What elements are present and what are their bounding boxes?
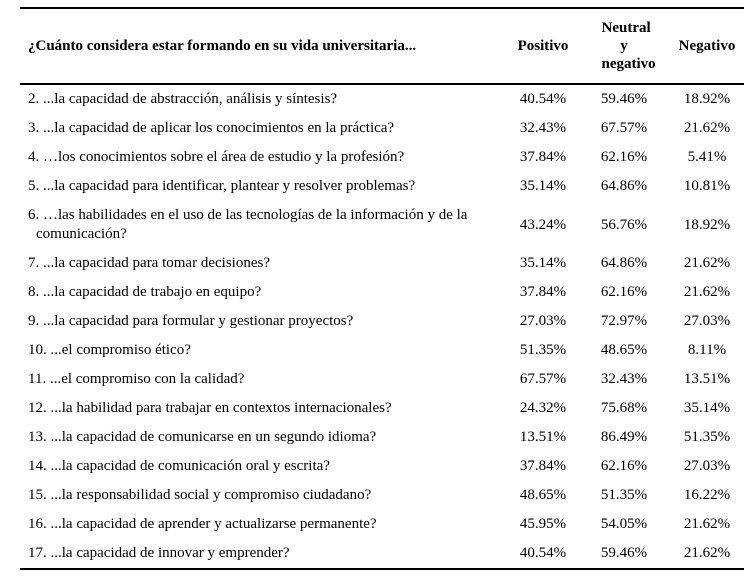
neutral-value-cell: 51.35%: [600, 487, 648, 503]
table-row: 15. ...la responsabilidad social y compr…: [20, 481, 744, 510]
question-cell: 7. ...la capacidad para tomar decisiones…: [28, 255, 270, 271]
neutral-value-cell: 56.76%: [600, 216, 648, 233]
neutral-value-cell: 72.97%: [600, 313, 648, 329]
positivo-value-cell: 35.14%: [519, 178, 567, 194]
table-row: 9. ...la capacidad para formular y gesti…: [20, 307, 744, 336]
header-col-neutral-label: Neutral y negativo: [601, 20, 656, 72]
question-cell: 8. ...la capacidad de trabajo en equipo?: [28, 284, 262, 300]
positivo-value-cell: 40.54%: [519, 91, 567, 107]
table-row: 14. ...la capacidad de comunicación oral…: [20, 452, 744, 481]
table-row: 17. ...la capacidad de innovar y emprend…: [20, 539, 744, 569]
table-row: 8. ...la capacidad de trabajo en equipo?…: [20, 278, 744, 307]
header-row: ¿Cuánto considera estar formando en su v…: [20, 8, 744, 84]
neutral-value-cell: 62.16%: [600, 284, 648, 300]
negativo-value-cell: 8.11%: [687, 342, 727, 358]
negativo-value-cell: 21.62%: [683, 255, 731, 271]
neutral-value-cell: 64.86%: [600, 178, 648, 194]
neutral-value-cell: 75.68%: [600, 400, 648, 416]
positivo-value-cell: 35.14%: [519, 255, 567, 271]
question-cell: 16. ...la capacidad de aprender y actual…: [28, 516, 377, 532]
positivo-value-cell: 67.57%: [519, 371, 567, 387]
table-row: 10. ...el compromiso ético? 51.35% 48.65% 8…: [20, 336, 744, 365]
question-cell: 11. ...el compromiso con la calidad?: [28, 371, 245, 387]
table-row: 16. ...la capacidad de aprender y actual…: [20, 510, 744, 539]
table-row: 12. ...la habilidad para trabajar en con…: [20, 394, 744, 423]
neutral-value-cell: 59.46%: [600, 545, 648, 561]
header-question: ¿Cuánto considera estar formando en su v…: [28, 38, 417, 54]
header-col-neutral-y-negativo: Neutral y negativo: [582, 8, 666, 84]
negativo-value-cell: 16.22%: [683, 487, 731, 503]
table-row: 7. ...la capacidad para tomar decisiones…: [20, 249, 744, 278]
header-col-positivo: Positivo: [517, 38, 569, 54]
neutral-value-cell: 62.16%: [600, 149, 648, 165]
negativo-value-cell: 18.92%: [683, 216, 731, 233]
question-cell: 4. …los conocimientos sobre el área de e…: [28, 149, 405, 165]
negativo-value-cell: 21.62%: [683, 284, 731, 300]
neutral-value-cell: 86.49%: [600, 429, 648, 445]
negativo-value-cell: 27.03%: [683, 313, 731, 329]
positivo-value-cell: 27.03%: [519, 313, 567, 329]
neutral-value-cell: 62.16%: [600, 458, 648, 474]
positivo-value-cell: 37.84%: [519, 458, 567, 474]
table-row: 11. ...el compromiso con la calidad? 67.5…: [20, 365, 744, 394]
positivo-value-cell: 48.65%: [519, 487, 567, 503]
question-cell: 10. ...el compromiso ético?: [28, 342, 191, 358]
negativo-value-cell: 21.62%: [683, 545, 731, 561]
negativo-value-cell: 51.35%: [683, 429, 731, 445]
negativo-value-cell: 5.41%: [687, 149, 727, 165]
question-cell: 17. ...la capacidad de innovar y emprend…: [28, 545, 290, 561]
negativo-value-cell: 18.92%: [683, 91, 731, 107]
table-row: 4. …los conocimientos sobre el área de e…: [20, 143, 744, 172]
table-row: 2. ...la capacidad de abstracción, análi…: [20, 84, 744, 114]
header-col-negativo: Negativo: [678, 38, 736, 54]
question-cell: 12. ...la habilidad para trabajar en con…: [28, 400, 392, 416]
negativo-value-cell: 10.81%: [683, 178, 731, 194]
negativo-value-cell: 27.03%: [683, 458, 731, 474]
positivo-value-cell: 45.95%: [519, 516, 567, 532]
negativo-value-cell: 21.62%: [683, 516, 731, 532]
positivo-value-cell: 13.51%: [519, 429, 567, 445]
question-cell: 13. ...la capacidad de comunicarse en un…: [28, 429, 377, 445]
neutral-value-cell: 64.86%: [600, 255, 648, 271]
neutral-value-cell: 48.65%: [600, 342, 648, 358]
question-cell: 15. ...la responsabilidad social y compr…: [28, 487, 372, 503]
positivo-value-cell: 40.54%: [519, 545, 567, 561]
positivo-value-cell: 37.84%: [519, 284, 567, 300]
question-cell: 6. …las habilidades en el uso de las tec…: [28, 207, 468, 242]
question-cell: 2. ...la capacidad de abstracción, análi…: [28, 91, 338, 107]
neutral-value-cell: 67.57%: [600, 120, 648, 136]
survey-results-table: ¿Cuánto considera estar formando en su v…: [20, 7, 744, 570]
positivo-value-cell: 37.84%: [519, 149, 567, 165]
question-cell: 3. ...la capacidad de aplicar los conoci…: [28, 120, 395, 136]
positivo-value-cell: 24.32%: [519, 400, 567, 416]
table-row: 13. ...la capacidad de comunicarse en un…: [20, 423, 744, 452]
neutral-value-cell: 59.46%: [600, 91, 648, 107]
negativo-value-cell: 21.62%: [683, 120, 731, 136]
table-row: 6. …las habilidades en el uso de las tec…: [20, 201, 744, 249]
positivo-value-cell: 51.35%: [519, 342, 567, 358]
table-row: 3. ...la capacidad de aplicar los conoci…: [20, 114, 744, 143]
negativo-value-cell: 35.14%: [683, 400, 731, 416]
question-cell: 5. ...la capacidad para identificar, pla…: [28, 178, 416, 194]
negativo-value-cell: 13.51%: [683, 371, 731, 387]
neutral-value-cell: 32.43%: [600, 371, 648, 387]
question-cell: 14. ...la capacidad de comunicación oral…: [28, 458, 330, 474]
table-row: 5. ...la capacidad para identificar, pla…: [20, 172, 744, 201]
table-body: 2. ...la capacidad de abstracción, análi…: [20, 84, 744, 569]
question-cell: 9. ...la capacidad para formular y gesti…: [28, 313, 354, 329]
positivo-value-cell: 43.24%: [519, 216, 567, 233]
positivo-value-cell: 32.43%: [519, 120, 567, 136]
neutral-value-cell: 54.05%: [600, 516, 648, 532]
table-header: ¿Cuánto considera estar formando en su v…: [20, 8, 744, 84]
